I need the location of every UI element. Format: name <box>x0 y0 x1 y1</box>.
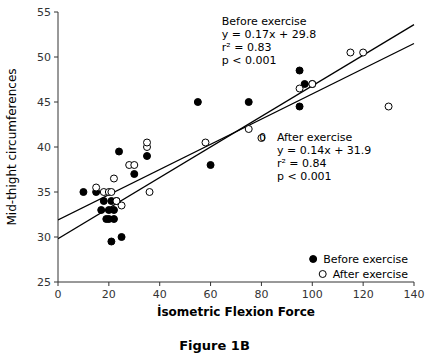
annotation: p < 0.001 <box>277 170 332 183</box>
point <box>131 171 138 178</box>
y-tick <box>54 102 58 103</box>
legend-label: Before exercise <box>323 253 408 266</box>
annotation: p < 0.001 <box>222 54 277 67</box>
x-tick-label: 80 <box>254 288 268 301</box>
y-tick <box>54 282 58 283</box>
point <box>100 198 107 205</box>
y-tick-label: 45 <box>37 96 51 109</box>
x-tick <box>261 282 262 286</box>
point <box>118 202 125 209</box>
point <box>110 216 117 223</box>
x-tick <box>159 282 160 286</box>
legend: Before exercise After exercise <box>310 253 409 281</box>
y-tick <box>54 57 58 58</box>
annotation: y = 0.17x + 29.8 <box>222 28 316 41</box>
chart: 0 20 40 60 80 100 120 140 25 30 35 40 45 50 55 İsometri… <box>0 0 429 358</box>
annotation: r² = 0.83 <box>222 41 272 54</box>
point <box>296 85 303 92</box>
x-tick-label: 120 <box>353 288 374 301</box>
plot-area <box>58 25 414 245</box>
x-tick-label: 20 <box>102 288 116 301</box>
legend-label: After exercise <box>333 268 409 281</box>
y-tick-label: 40 <box>37 141 51 154</box>
x-tick-label: 0 <box>55 288 62 301</box>
y-tick-label: 55 <box>37 6 51 19</box>
x-tick <box>414 282 415 286</box>
point <box>296 67 303 74</box>
point <box>144 139 151 146</box>
point <box>110 207 117 214</box>
x-tick-label: 40 <box>153 288 167 301</box>
point <box>108 189 115 196</box>
annotation: After exercise <box>277 131 353 144</box>
point <box>110 175 117 182</box>
x-tick-label: 100 <box>302 288 323 301</box>
point <box>296 103 303 110</box>
x-tick <box>58 282 59 286</box>
point <box>347 49 354 56</box>
point <box>385 103 392 110</box>
y-axis-label: Mid-thight circumferences <box>5 68 19 225</box>
annotation: Before exercise <box>222 15 307 28</box>
point <box>309 81 316 88</box>
point <box>207 162 214 169</box>
point <box>131 162 138 169</box>
point <box>194 99 201 106</box>
caption: Figure 1B <box>179 338 250 353</box>
y-tick-label: 30 <box>37 231 51 244</box>
x-axis-label: İsometric Flexion Force <box>157 304 315 319</box>
legend-marker <box>319 271 326 278</box>
point <box>245 99 252 106</box>
x-tick <box>363 282 364 286</box>
annotation: O <box>259 131 266 144</box>
legend-marker <box>310 256 317 263</box>
annotation: y = 0.14x + 31.9 <box>277 144 371 157</box>
fit-line <box>58 44 414 220</box>
y-tick <box>54 237 58 238</box>
point <box>93 184 100 191</box>
point <box>202 139 209 146</box>
point <box>360 49 367 56</box>
point <box>144 153 151 160</box>
annotation: r² = 0.84 <box>277 157 327 170</box>
x-tick <box>210 282 211 286</box>
fit-line <box>58 25 414 239</box>
point <box>98 207 105 214</box>
y-tick-label: 25 <box>37 276 51 289</box>
y-tick <box>54 192 58 193</box>
x-tick <box>108 282 109 286</box>
point <box>116 148 123 155</box>
x-tick-label: 140 <box>404 288 425 301</box>
y-tick <box>54 12 58 13</box>
point <box>245 126 252 133</box>
point <box>108 238 115 245</box>
x-tick <box>312 282 313 286</box>
y-tick <box>54 147 58 148</box>
y-tick-label: 50 <box>37 51 51 64</box>
y-tick-label: 35 <box>37 186 51 199</box>
point <box>80 189 87 196</box>
point <box>146 189 153 196</box>
x-tick-label: 60 <box>204 288 218 301</box>
point <box>118 234 125 241</box>
point <box>309 81 316 88</box>
x-axis <box>58 282 414 283</box>
